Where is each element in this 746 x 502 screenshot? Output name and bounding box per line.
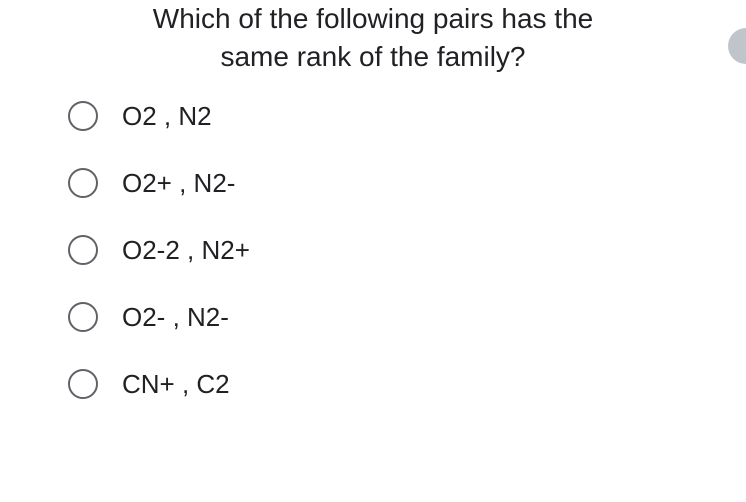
question-line-1: Which of the following pairs has the [153,3,593,34]
radio-icon [68,101,98,131]
radio-icon [68,302,98,332]
option-label: O2- , N2- [122,302,229,333]
radio-icon [68,235,98,265]
radio-icon [68,168,98,198]
option-label: O2 , N2 [122,101,212,132]
option-label: CN+ , C2 [122,369,230,400]
option-item[interactable]: O2-2 , N2+ [68,235,706,266]
options-list: O2 , N2 O2+ , N2- O2-2 , N2+ O2- , N2- C… [40,101,706,400]
option-item[interactable]: O2 , N2 [68,101,706,132]
option-label: O2-2 , N2+ [122,235,250,266]
question-line-2: same rank of the family? [220,41,525,72]
option-item[interactable]: O2- , N2- [68,302,706,333]
radio-icon [68,369,98,399]
question-text: Which of the following pairs has the sam… [40,0,706,101]
option-item[interactable]: O2+ , N2- [68,168,706,199]
option-item[interactable]: CN+ , C2 [68,369,706,400]
question-container: Which of the following pairs has the sam… [0,0,746,400]
option-label: O2+ , N2- [122,168,235,199]
